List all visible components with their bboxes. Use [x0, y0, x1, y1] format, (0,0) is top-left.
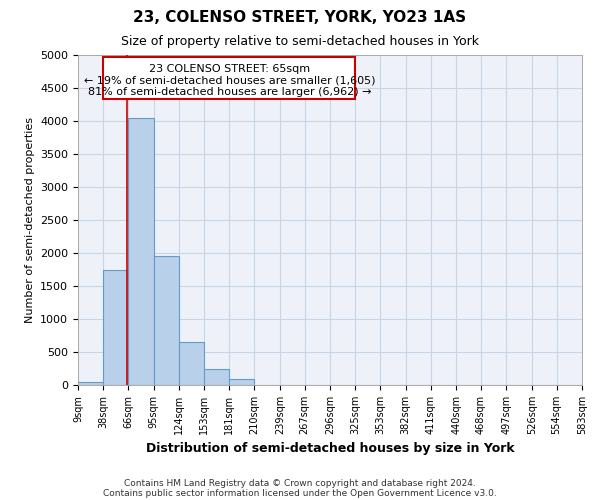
- Text: Size of property relative to semi-detached houses in York: Size of property relative to semi-detach…: [121, 35, 479, 48]
- Bar: [103, 57, 355, 98]
- Text: 23 COLENSO STREET: 65sqm: 23 COLENSO STREET: 65sqm: [149, 64, 310, 74]
- X-axis label: Distribution of semi-detached houses by size in York: Distribution of semi-detached houses by …: [146, 442, 514, 456]
- Y-axis label: Number of semi-detached properties: Number of semi-detached properties: [25, 117, 35, 323]
- Bar: [229, 379, 254, 385]
- Text: Contains HM Land Registry data © Crown copyright and database right 2024.: Contains HM Land Registry data © Crown c…: [124, 478, 476, 488]
- Text: ← 19% of semi-detached houses are smaller (1,605): ← 19% of semi-detached houses are smalle…: [84, 76, 375, 86]
- Bar: [154, 256, 179, 385]
- Bar: [103, 270, 128, 385]
- Text: Contains public sector information licensed under the Open Government Licence v3: Contains public sector information licen…: [103, 488, 497, 498]
- Bar: [78, 382, 103, 385]
- Bar: [205, 369, 229, 385]
- Text: 23, COLENSO STREET, YORK, YO23 1AS: 23, COLENSO STREET, YORK, YO23 1AS: [133, 10, 467, 25]
- Text: 81% of semi-detached houses are larger (6,962) →: 81% of semi-detached houses are larger (…: [88, 87, 371, 97]
- Bar: [179, 342, 205, 385]
- Bar: [128, 118, 154, 385]
